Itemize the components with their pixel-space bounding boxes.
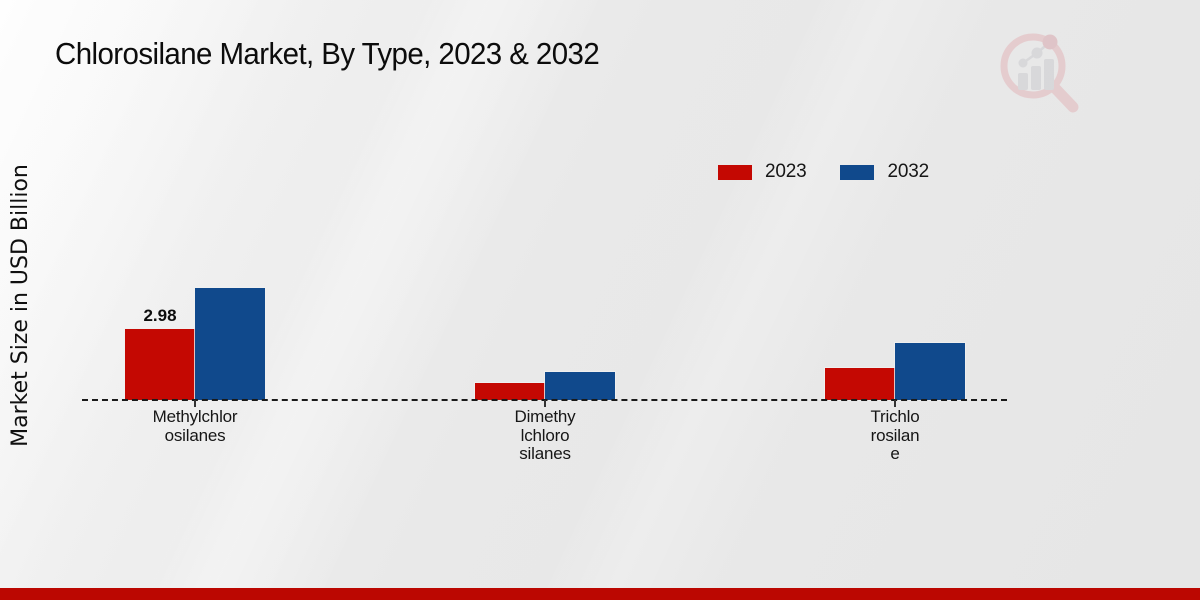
category-label-line: e xyxy=(890,444,900,463)
legend-swatch-2032 xyxy=(840,164,875,180)
x-axis-tick xyxy=(194,400,196,407)
bar-value-label: 2.98 xyxy=(143,306,177,325)
category-label-line: lchloro xyxy=(520,425,570,445)
legend-item-2032: 2032 xyxy=(840,161,929,183)
page-title: Chlorosilane Market, By Type, 2023 & 203… xyxy=(55,36,600,71)
legend-item-2023: 2023 xyxy=(718,161,807,183)
category-label-line: Methylchlor xyxy=(152,407,238,426)
bar-2032-dimethylchlorosilanes xyxy=(545,372,615,400)
x-axis-category-label: Trichlo rosilan e xyxy=(805,407,985,464)
category-label-line: Dimethy xyxy=(514,407,576,426)
category-label-line: silanes xyxy=(519,444,571,463)
legend-swatch-2023 xyxy=(718,164,752,180)
bar-2023-trichlorosilane xyxy=(825,368,895,400)
bar-2032-methylchlorosilanes xyxy=(195,288,265,400)
footer-accent-bar xyxy=(0,588,1200,600)
legend-label: 2032 xyxy=(887,161,929,182)
bar-2032-trichlorosilane xyxy=(895,343,965,400)
category-label-line: Trichlo xyxy=(870,407,920,426)
category-label-line: osilanes xyxy=(164,425,226,445)
legend: 2023 2032 xyxy=(718,160,929,184)
bar-2023-methylchlorosilanes xyxy=(125,329,195,400)
x-axis-category-label: Methylchlor osilanes xyxy=(105,407,285,445)
bar-2023-dimethylchlorosilanes xyxy=(475,383,545,400)
category-label-line: rosilan xyxy=(870,425,920,445)
x-axis-tick xyxy=(894,400,896,407)
x-axis-tick xyxy=(544,400,546,407)
legend-label: 2023 xyxy=(765,161,807,182)
mrfr-logo-watermark-icon xyxy=(1000,33,1079,113)
x-axis-category-label: Dimethy lchloro silanes xyxy=(455,407,635,464)
